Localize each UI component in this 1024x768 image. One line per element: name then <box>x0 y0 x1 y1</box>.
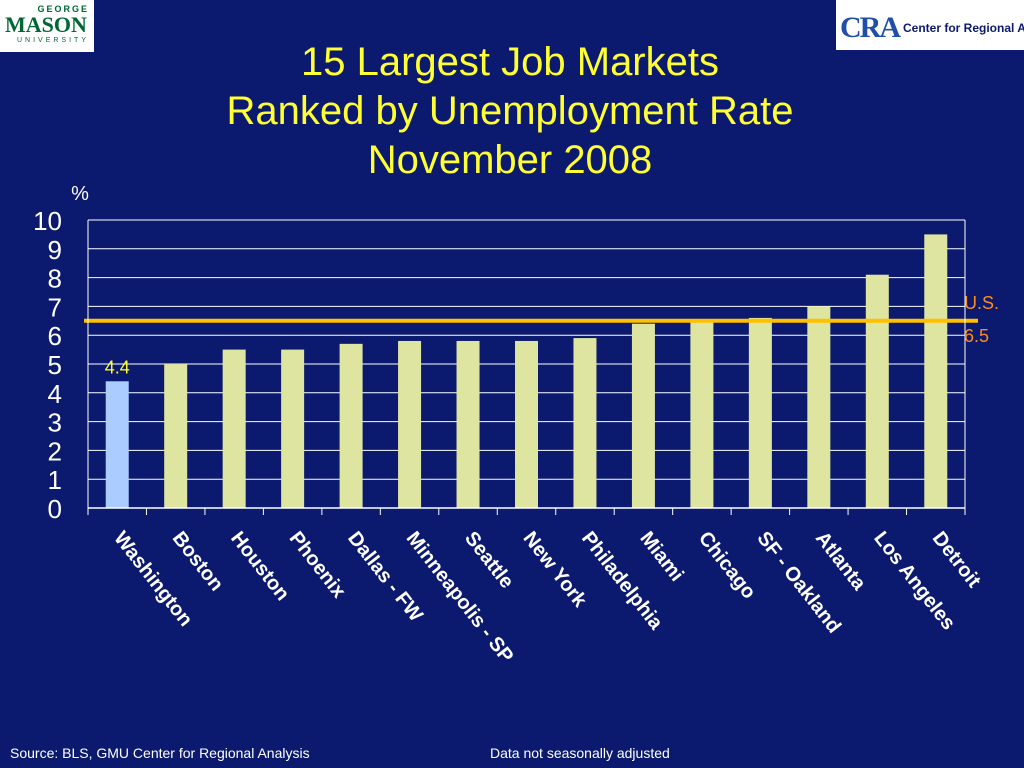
bars <box>84 234 978 508</box>
x-tick-label: Miami <box>635 528 687 586</box>
axes <box>87 220 966 515</box>
bar-phoenix <box>281 349 305 508</box>
bar-detroit <box>924 234 948 508</box>
gmu-logo-bottom: UNIVERSITY <box>16 37 89 44</box>
bar-chicago <box>690 320 714 508</box>
y-tick-label: 2 <box>48 436 62 466</box>
x-tick-label: Minneapolis - SP <box>402 528 518 668</box>
bar-sf-oakland <box>748 317 772 508</box>
x-tick-label: Houston <box>226 528 293 605</box>
title-line-3: November 2008 <box>367 138 653 182</box>
x-tick-label: Chicago <box>694 528 760 604</box>
y-tick-label: 6 <box>48 321 62 351</box>
chart-title: 15 Largest Job Markets Ranked by Unemplo… <box>140 38 880 185</box>
y-tick-label: 4 <box>48 379 62 409</box>
bar-minneapolis-sp <box>398 340 422 508</box>
x-tick-label: Detroit <box>928 528 985 593</box>
bar-washington <box>105 381 129 508</box>
y-tick-label: 3 <box>48 408 62 438</box>
cra-logo-text: Center for Regional Analysis <box>903 21 1024 35</box>
source-note: Source: BLS, GMU Center for Regional Ana… <box>10 745 310 761</box>
x-tick-label: Boston <box>168 528 228 596</box>
y-tick-label: 9 <box>48 235 62 265</box>
bar-atlanta <box>807 306 831 508</box>
gmu-logo-middle: MASON <box>5 12 87 37</box>
seasonal-note: Data not seasonally adjusted <box>490 745 670 761</box>
bar-dallas-fw <box>339 343 363 508</box>
y-tick-label: 5 <box>48 350 62 380</box>
highlight-data-label: 4.4 <box>105 357 130 377</box>
title-line-2: Ranked by Unemployment Rate <box>226 89 794 133</box>
y-axis-label: % <box>71 183 89 205</box>
bar-houston <box>222 349 246 508</box>
bar-los-angeles <box>865 274 889 508</box>
bar-seattle <box>456 340 480 508</box>
bar-chart: 012345678910%WashingtonBostonHoustonPhoe… <box>33 183 999 668</box>
x-tick-label: Atlanta <box>811 528 871 596</box>
bar-new-york <box>515 340 538 508</box>
y-tick-label: 7 <box>48 292 62 322</box>
x-tick-label: Phoenix <box>285 528 350 603</box>
y-tick-label: 0 <box>48 494 62 524</box>
cra-logo: CRA Center for Regional Analysis <box>836 0 1024 50</box>
bar-miami <box>631 323 655 508</box>
bar-boston <box>164 364 188 508</box>
y-tick-label: 1 <box>48 465 62 495</box>
y-tick-label: 10 <box>33 206 62 236</box>
title-line-1: 15 Largest Job Markets <box>301 40 719 84</box>
reference-label-value: 6.5 <box>964 326 989 346</box>
cra-logo-mark: CRA <box>840 11 901 44</box>
gmu-logo: GEORGE MASON UNIVERSITY <box>0 0 94 52</box>
bar-philadelphia <box>573 338 597 508</box>
reference-label-name: U.S. <box>964 293 999 313</box>
gmu-logo-top: GEORGE <box>37 4 89 14</box>
x-tick-label: Seattle <box>460 528 518 593</box>
y-tick-label: 8 <box>48 264 62 294</box>
